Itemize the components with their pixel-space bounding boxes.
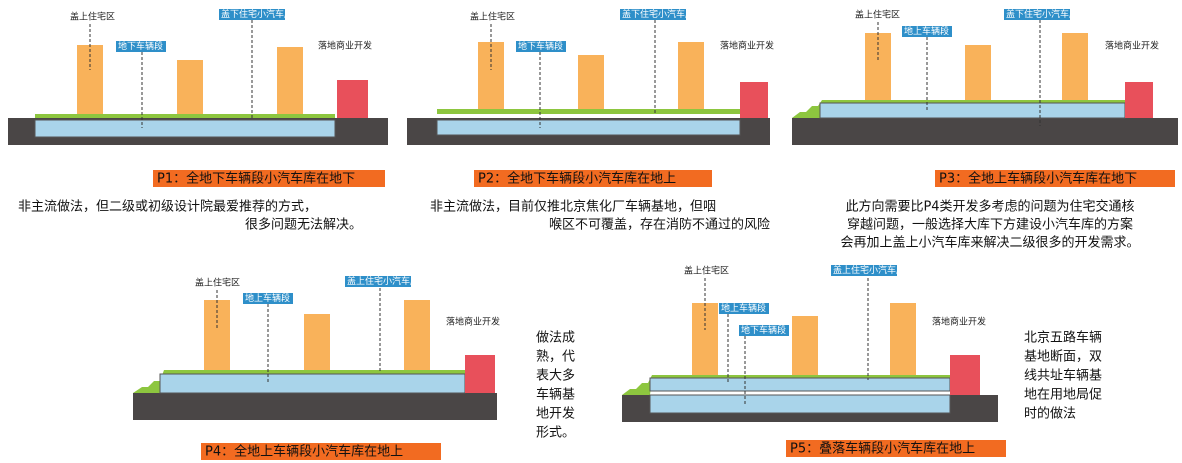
shape xyxy=(965,45,991,100)
description: 很多问题无法解决。 xyxy=(245,217,362,233)
shape xyxy=(474,170,712,187)
shape xyxy=(516,41,566,52)
description: 做法成 xyxy=(536,331,575,346)
label: 落地商业开发 xyxy=(932,316,986,328)
panel-3: 盖上住宅区 盖下住宅小汽车库 地上车辆段 落地商业开发 P3：全地上车辆段小汽车… xyxy=(792,8,1178,251)
description: 形式。 xyxy=(536,426,575,441)
caption: P2：全地下车辆段小汽车库在地上 xyxy=(478,171,676,187)
description: 北京五路车辆 xyxy=(1024,330,1102,346)
description: 喉区不可覆盖，存在消防不通过的风险 xyxy=(549,217,770,233)
shape xyxy=(243,293,293,304)
label: 盖下住宅小汽车库 xyxy=(221,8,293,20)
shape xyxy=(792,118,1178,145)
shape xyxy=(649,377,951,392)
description: 非主流做法，但二级或初级设计院最爱推荐的方式， xyxy=(18,199,317,215)
shape xyxy=(786,440,1006,457)
label: 地下车辆段 xyxy=(741,324,786,336)
panel-5: 盖上住宅区 盖上住宅小汽车库 地上车辆段 地下车辆段 落地商业开发 P5：叠落车… xyxy=(622,264,1102,457)
shape xyxy=(622,375,950,395)
shape xyxy=(950,355,980,395)
caption: P4：全地上车辆段小汽车库在地上 xyxy=(205,444,403,460)
label: 地下车辆段 xyxy=(118,40,163,52)
description: 基地断面，双 xyxy=(1024,350,1102,365)
shape xyxy=(719,303,769,314)
description: 车辆基 xyxy=(536,387,575,403)
shape xyxy=(478,42,504,109)
description: 地在用地局促 xyxy=(1024,388,1102,403)
description: 此方向需要比P4类开发多考虑的问题为住宅交通核 xyxy=(845,199,1134,215)
label: 落地商业开发 xyxy=(1105,40,1159,52)
label: 地上车辆段 xyxy=(721,302,766,314)
deck xyxy=(35,114,335,118)
label: 落地商业开发 xyxy=(446,316,500,328)
label: 落地商业开发 xyxy=(318,40,372,52)
shape xyxy=(1125,82,1153,118)
shape xyxy=(304,314,330,370)
caption: P5：叠落车辆段小汽车库在地上 xyxy=(790,441,975,457)
caption: P3：全地上车辆段小汽车库在地下 xyxy=(939,171,1137,187)
label: 盖上住宅区 xyxy=(855,9,900,21)
building xyxy=(177,60,203,114)
description: 熟，代 xyxy=(536,349,575,365)
label: 盖下住宅小汽车库 xyxy=(622,8,694,20)
label: 盖上住宅小汽车库 xyxy=(347,275,419,287)
description: 地开发 xyxy=(536,406,575,422)
label: 盖上住宅小汽车库 xyxy=(833,264,905,276)
label: 盖上住宅区 xyxy=(684,265,729,277)
label: 地上车辆段 xyxy=(245,292,290,304)
caption: P1：全地下车辆段小汽车库在地下 xyxy=(157,171,355,187)
building xyxy=(277,47,303,114)
shape xyxy=(404,300,430,370)
shape xyxy=(133,393,497,420)
shape xyxy=(902,26,952,37)
label: 地上车辆段 xyxy=(904,25,949,37)
description: 时的做法 xyxy=(1024,406,1076,422)
shape xyxy=(465,355,495,393)
shape xyxy=(153,170,385,187)
shape xyxy=(831,265,897,276)
shape xyxy=(792,316,818,375)
shape xyxy=(678,42,704,109)
description: 会再加上盖上小汽车库来解决二级很多的开发需求。 xyxy=(840,235,1139,251)
panel-4: 盖上住宅区 盖上住宅小汽车库 地上车辆段 落地商业开发 P4：全地上车辆段小汽车… xyxy=(133,275,575,460)
shape xyxy=(436,119,741,136)
label: 地下车辆段 xyxy=(518,40,563,52)
shape xyxy=(620,9,686,20)
panel-1: 盖上住宅区 盖下住宅小汽车库 地下车辆段 落地商业开发 P1：全地下车辆段小汽车… xyxy=(8,8,388,233)
commercial-block xyxy=(337,80,368,118)
label: 盖下住宅小汽车库 xyxy=(1006,8,1078,20)
label: 盖上住宅区 xyxy=(470,11,515,23)
shape xyxy=(792,100,1125,118)
shape xyxy=(649,394,951,414)
shape xyxy=(819,102,1126,119)
label: 盖上住宅区 xyxy=(70,11,115,23)
shape xyxy=(740,82,768,118)
shape xyxy=(935,170,1175,187)
description: 非主流做法，目前仅推北京焦化厂车辆基地，但咽 xyxy=(430,199,716,215)
shape xyxy=(133,370,465,393)
depot-box xyxy=(34,119,336,138)
shape xyxy=(345,276,411,287)
shape xyxy=(201,443,441,460)
shape xyxy=(739,325,789,336)
shape xyxy=(890,303,916,375)
shape xyxy=(116,41,166,52)
description: 表大多 xyxy=(536,368,575,384)
shape xyxy=(578,55,604,109)
shape xyxy=(1004,9,1070,20)
panel-2: 盖上住宅区 盖下住宅小汽车库 地下车辆段 落地商业开发 P2：全地下车辆段小汽车… xyxy=(407,8,774,233)
description: 穿越问题，一般选择大库下方建设小汽车库的方案 xyxy=(847,217,1133,233)
label: 落地商业开发 xyxy=(720,40,774,52)
label: 盖上住宅区 xyxy=(195,277,240,289)
shape xyxy=(1062,33,1088,100)
description: 线共址车辆基 xyxy=(1024,368,1102,384)
shape xyxy=(159,373,466,394)
shape xyxy=(219,9,285,20)
shape xyxy=(437,109,740,114)
